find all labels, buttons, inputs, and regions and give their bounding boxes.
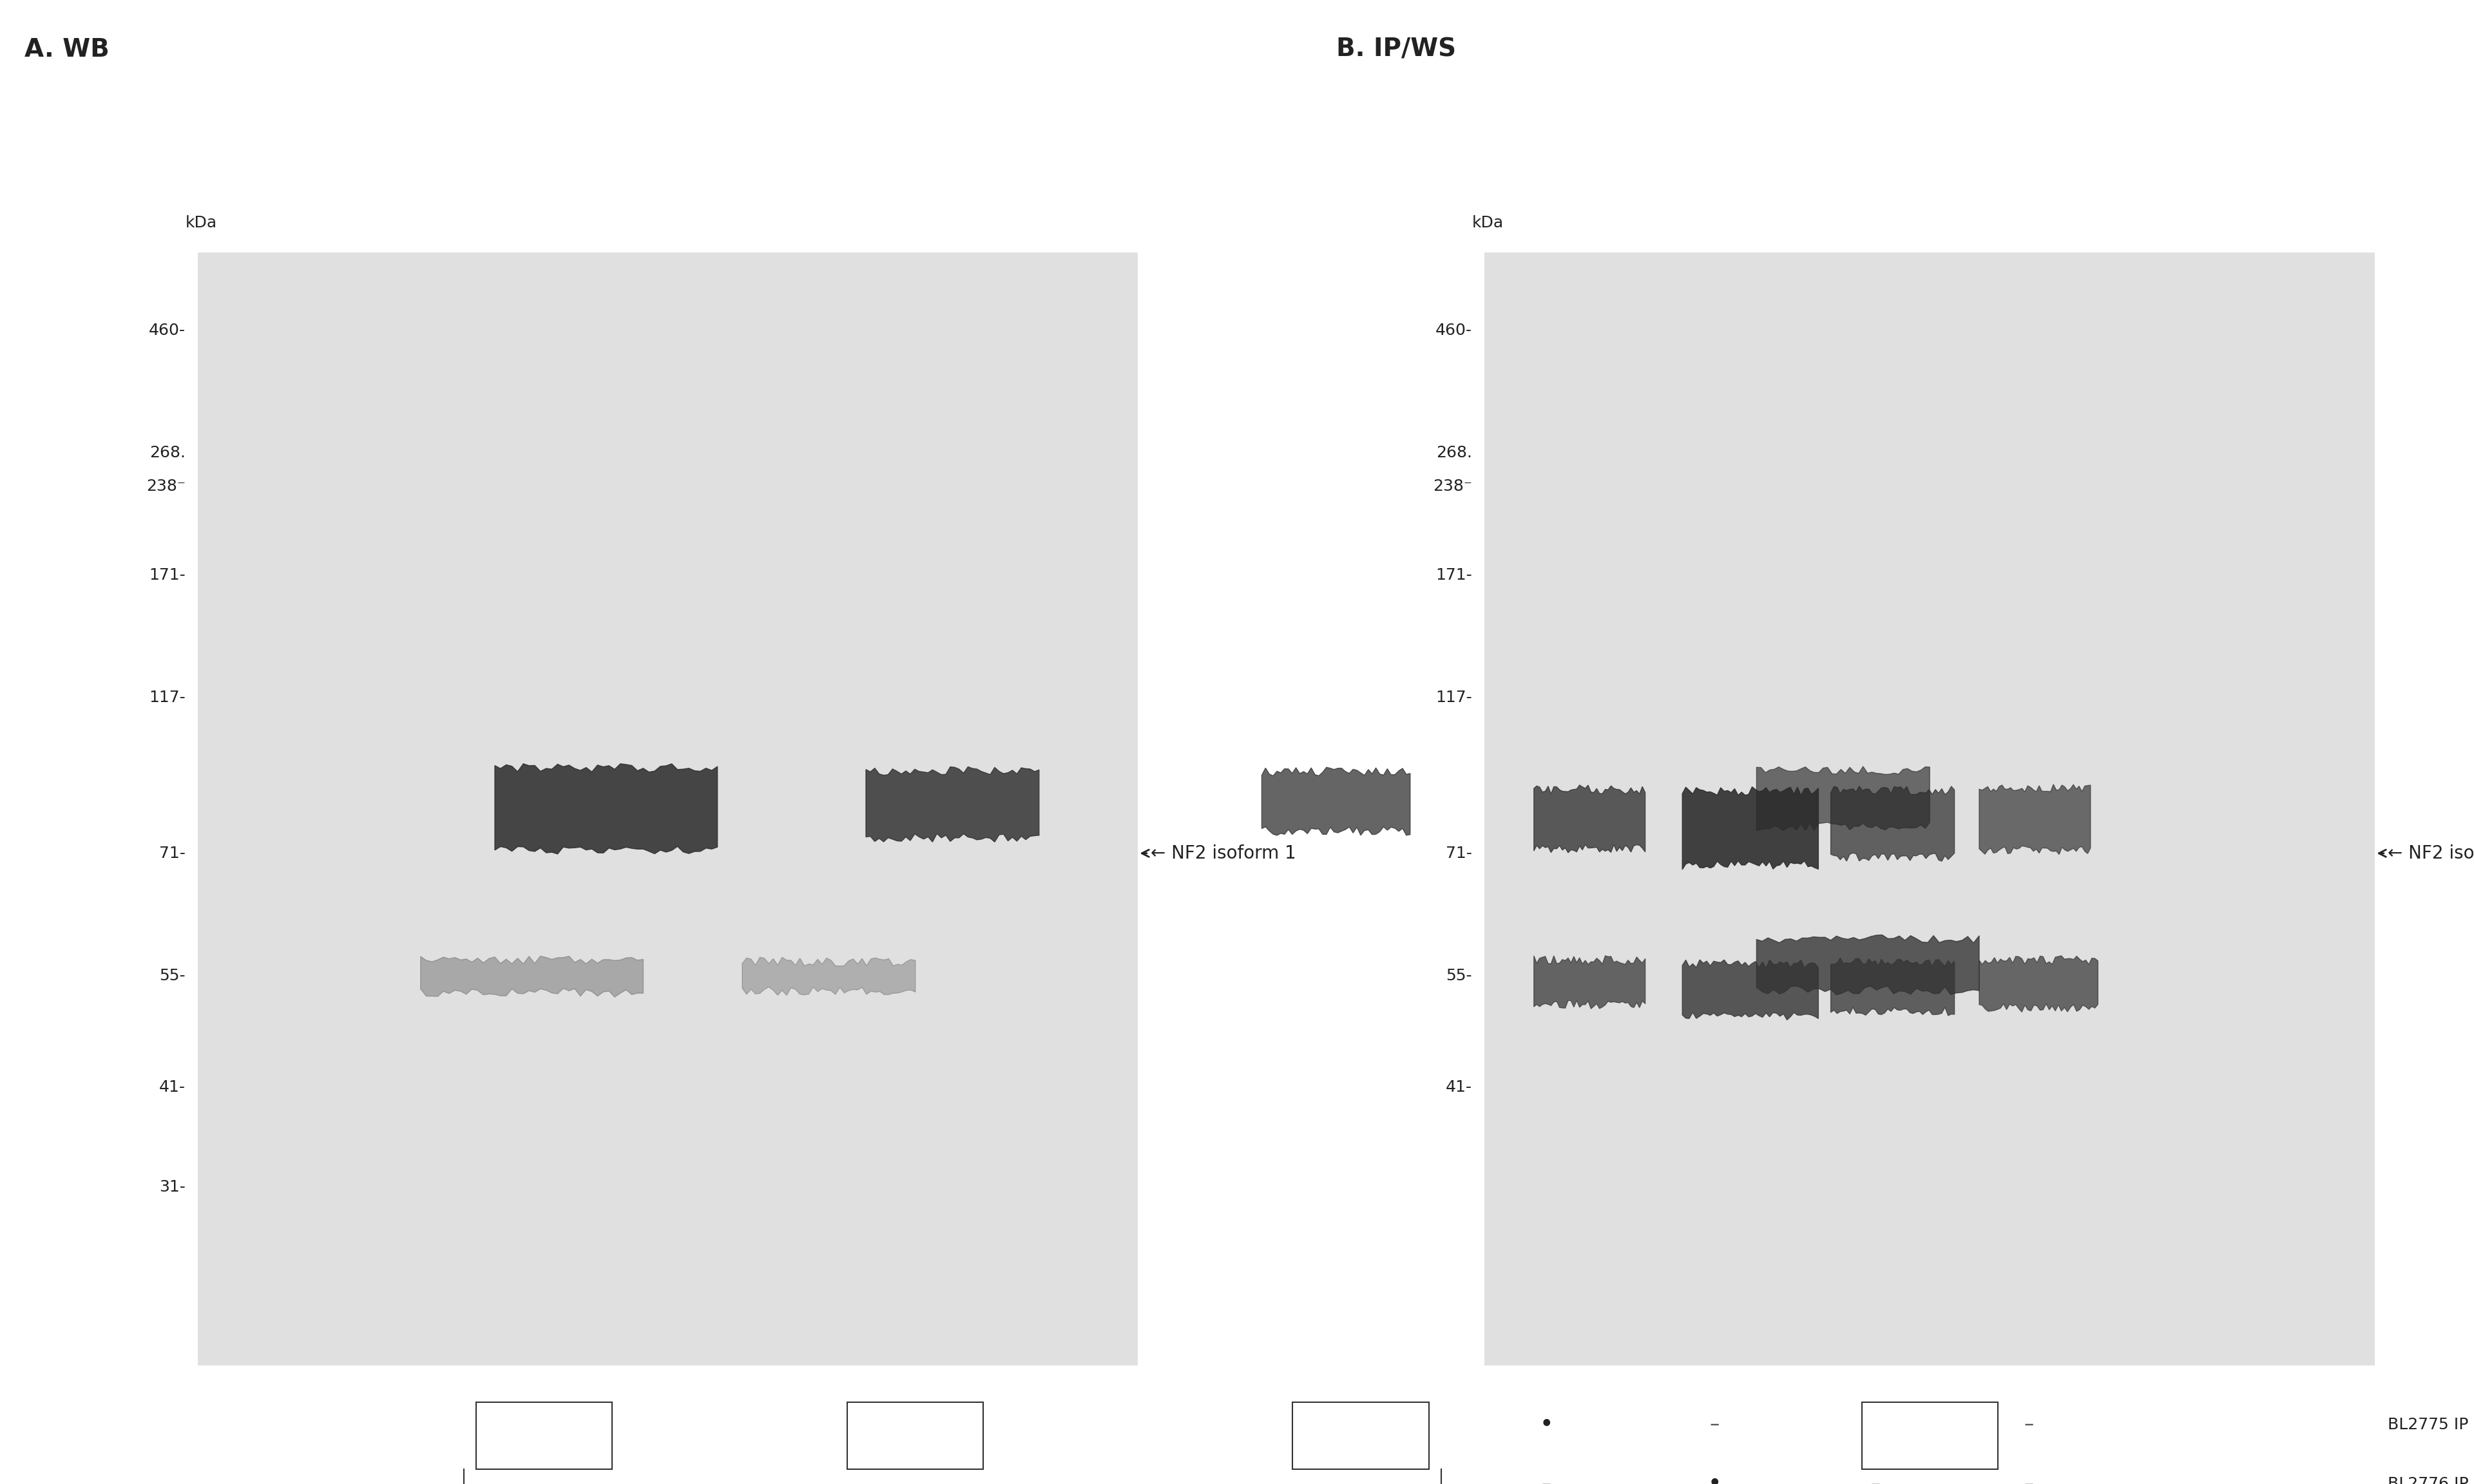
Text: 268.: 268. xyxy=(1435,445,1472,460)
Polygon shape xyxy=(495,764,717,853)
Polygon shape xyxy=(1757,766,1930,831)
Text: 238⁻: 238⁻ xyxy=(1432,478,1472,494)
Text: 41-: 41- xyxy=(1445,1079,1472,1095)
Bar xyxy=(475,1402,614,1469)
Bar xyxy=(1863,1402,1999,1469)
Text: 55-: 55- xyxy=(1445,968,1472,984)
Text: –: – xyxy=(1870,1475,1880,1484)
Text: kDa: kDa xyxy=(1472,215,1504,230)
Text: 31-: 31- xyxy=(158,1180,186,1195)
Text: 5: 5 xyxy=(1356,1428,1366,1444)
Text: 117-: 117- xyxy=(1435,690,1472,705)
Text: kDa: kDa xyxy=(186,215,218,230)
Polygon shape xyxy=(1262,767,1410,835)
Bar xyxy=(1484,252,2375,1365)
Polygon shape xyxy=(1534,785,1645,853)
Text: 117-: 117- xyxy=(148,690,186,705)
Polygon shape xyxy=(866,767,1039,841)
Polygon shape xyxy=(1979,785,2091,855)
Polygon shape xyxy=(1831,787,1954,861)
Text: •: • xyxy=(1707,1475,1722,1484)
Text: 171-: 171- xyxy=(1435,567,1472,583)
Text: ← NF2 isoform 1: ← NF2 isoform 1 xyxy=(1143,844,1296,862)
Polygon shape xyxy=(421,956,643,997)
Text: BL2775 IP: BL2775 IP xyxy=(2387,1417,2469,1432)
Text: 460-: 460- xyxy=(148,322,186,338)
Polygon shape xyxy=(1757,935,1979,994)
Bar xyxy=(1294,1402,1430,1469)
Polygon shape xyxy=(1682,960,1818,1020)
Text: B. IP/WS: B. IP/WS xyxy=(1336,37,1455,61)
Text: 71-: 71- xyxy=(158,846,186,861)
Text: 171-: 171- xyxy=(148,567,186,583)
Text: 460-: 460- xyxy=(1435,322,1472,338)
Text: –: – xyxy=(2024,1475,2034,1484)
Text: 238⁻: 238⁻ xyxy=(146,478,186,494)
Text: ← NF2 isoform 1: ← NF2 isoform 1 xyxy=(2380,844,2474,862)
Text: –: – xyxy=(1710,1416,1719,1434)
Text: 50: 50 xyxy=(1920,1428,1940,1444)
Text: –: – xyxy=(1541,1475,1551,1484)
Text: BL2776 IP: BL2776 IP xyxy=(2387,1477,2469,1484)
Text: 268.: 268. xyxy=(148,445,186,460)
Polygon shape xyxy=(1979,956,2098,1012)
Text: 71-: 71- xyxy=(1445,846,1472,861)
Text: 41-: 41- xyxy=(158,1079,186,1095)
Polygon shape xyxy=(1682,787,1818,870)
Bar xyxy=(846,1402,982,1469)
Text: 55-: 55- xyxy=(158,968,186,984)
Text: •: • xyxy=(1868,1416,1883,1434)
Text: •: • xyxy=(1539,1416,1554,1434)
Bar xyxy=(198,252,1138,1365)
Polygon shape xyxy=(1831,959,1954,1015)
Polygon shape xyxy=(742,957,915,996)
Text: –: – xyxy=(2024,1416,2034,1434)
Text: 15: 15 xyxy=(905,1428,925,1444)
Text: 50: 50 xyxy=(534,1428,554,1444)
Polygon shape xyxy=(1534,956,1645,1009)
Text: A. WB: A. WB xyxy=(25,37,109,61)
